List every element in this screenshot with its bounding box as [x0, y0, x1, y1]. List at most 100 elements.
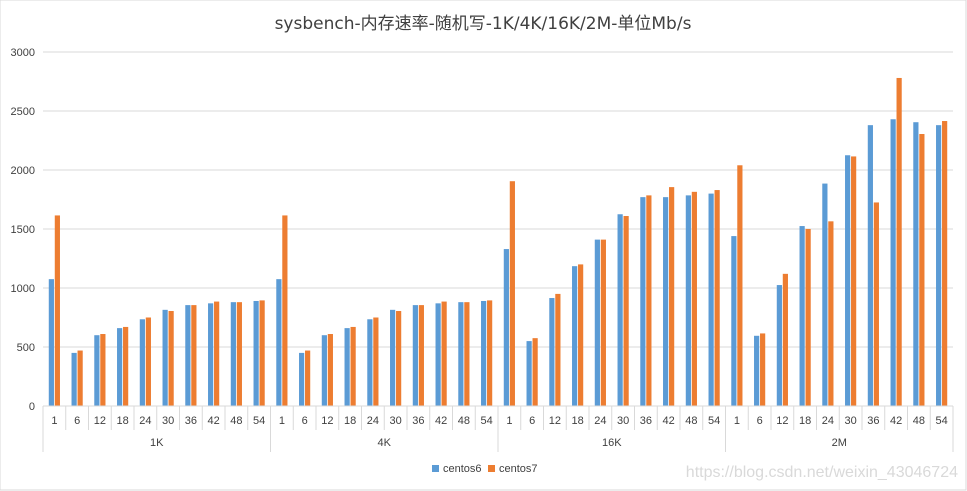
- x-group-label: 16K: [602, 437, 622, 449]
- bar-centos7-4K-30: [396, 311, 402, 406]
- bar-centos7-1K-42: [214, 301, 220, 406]
- x-tick-label: 1: [734, 415, 740, 427]
- x-tick-label: 48: [458, 415, 470, 427]
- x-tick-label: 12: [321, 415, 333, 427]
- bar-centos6-2M-36: [867, 125, 873, 406]
- bar-centos6-4K-12: [321, 335, 327, 406]
- x-tick-label: 1: [51, 415, 57, 427]
- bar-centos6-4K-18: [344, 328, 350, 406]
- bar-centos6-1K-48: [230, 302, 236, 406]
- x-tick-label: 12: [776, 415, 788, 427]
- x-tick-label: 6: [757, 415, 763, 427]
- bar-centos7-2M-1: [737, 165, 743, 406]
- x-tick-label: 42: [208, 415, 220, 427]
- bar-centos6-16K-18: [572, 266, 578, 406]
- x-tick-label: 36: [185, 415, 197, 427]
- y-tick-label: 1500: [11, 224, 35, 236]
- x-group-label: 2M: [832, 437, 847, 449]
- bar-centos7-2M-24: [828, 221, 834, 406]
- x-tick-label: 6: [529, 415, 535, 427]
- x-tick-label: 36: [867, 415, 879, 427]
- bar-centos6-4K-54: [481, 300, 487, 406]
- x-tick-label: 18: [799, 415, 811, 427]
- bar-centos7-2M-30: [851, 156, 857, 406]
- x-tick-label: 54: [936, 415, 948, 427]
- x-tick-label: 24: [367, 415, 379, 427]
- bar-centos7-16K-24: [600, 239, 606, 406]
- x-tick-label: 42: [890, 415, 902, 427]
- bar-centos7-2M-54: [942, 121, 948, 406]
- bar-centos6-2M-54: [936, 125, 942, 406]
- y-tick-label: 1000: [11, 283, 35, 295]
- x-tick-label: 54: [481, 415, 493, 427]
- bar-centos7-4K-18: [350, 326, 356, 406]
- bar-centos6-1K-36: [185, 305, 191, 406]
- bar-centos6-16K-12: [549, 298, 555, 406]
- y-tick-label: 500: [17, 342, 35, 354]
- bar-centos7-1K-30: [168, 311, 174, 406]
- bar-centos6-16K-1: [503, 249, 509, 406]
- x-tick-label: 30: [390, 415, 402, 427]
- x-tick-label: 18: [572, 415, 584, 427]
- bar-centos6-4K-30: [390, 309, 396, 406]
- bar-centos6-4K-42: [435, 303, 441, 406]
- x-tick-label: 12: [549, 415, 561, 427]
- bar-centos6-4K-36: [412, 305, 418, 406]
- bar-centos6-2M-18: [799, 226, 805, 406]
- bar-centos7-4K-6: [305, 350, 311, 406]
- bar-centos7-2M-48: [919, 134, 925, 406]
- bar-centos6-16K-6: [526, 341, 532, 406]
- bar-centos7-1K-48: [236, 302, 242, 406]
- legend-swatch-centos6: [432, 465, 439, 472]
- bar-centos7-1K-12: [100, 334, 106, 406]
- x-tick-label: 6: [302, 415, 308, 427]
- bar-centos7-4K-12: [327, 334, 333, 406]
- bar-centos7-4K-42: [441, 301, 447, 406]
- y-tick-label: 2500: [11, 106, 35, 118]
- bar-centos7-16K-12: [555, 293, 561, 406]
- x-tick-label: 54: [708, 415, 720, 427]
- bar-centos6-4K-24: [367, 319, 373, 406]
- bar-centos6-16K-54: [708, 193, 714, 406]
- bar-centos7-1K-36: [191, 305, 197, 406]
- watermark: https://blog.csdn.net/weixin_43046724: [686, 464, 958, 481]
- bar-centos7-4K-24: [373, 317, 379, 406]
- x-tick-label: 18: [344, 415, 356, 427]
- bar-centos6-1K-54: [253, 300, 259, 406]
- x-tick-label: 36: [640, 415, 652, 427]
- x-tick-label: 6: [74, 415, 80, 427]
- bar-centos7-16K-6: [532, 338, 538, 406]
- x-tick-label: 42: [435, 415, 447, 427]
- x-group-label: 4K: [378, 437, 392, 449]
- x-tick-label: 36: [412, 415, 424, 427]
- y-axis-ticks: 0 500 1000 1500 2000 2500 3000: [11, 47, 35, 413]
- legend-label-centos7: centos7: [499, 463, 538, 475]
- bar-centos6-16K-48: [685, 195, 691, 406]
- y-tick-label: 3000: [11, 47, 35, 59]
- bar-centos7-1K-24: [145, 317, 151, 406]
- bar-centos6-2M-12: [776, 285, 782, 406]
- x-tick-label: 1: [506, 415, 512, 427]
- bar-centos6-1K-12: [94, 335, 100, 406]
- bar-centos7-16K-1: [509, 181, 515, 406]
- legend-label-centos6: centos6: [443, 463, 482, 475]
- bar-centos7-4K-54: [487, 300, 493, 406]
- x-tick-label: 24: [594, 415, 606, 427]
- bar-centos6-1K-42: [208, 303, 214, 406]
- bar-centos7-4K-1: [282, 215, 288, 406]
- bar-centos7-4K-36: [418, 305, 424, 406]
- bar-centos7-4K-48: [464, 302, 470, 406]
- bar-centos7-1K-54: [259, 300, 265, 406]
- x-tick-label: 42: [663, 415, 675, 427]
- legend: centos6 centos7: [432, 463, 538, 475]
- bar-centos6-2M-48: [913, 122, 919, 407]
- bar-centos6-16K-36: [640, 197, 646, 406]
- bar-centos6-16K-30: [617, 214, 623, 406]
- bar-centos6-1K-24: [139, 319, 145, 406]
- bar-centos7-16K-48: [691, 191, 697, 406]
- bar-centos7-2M-42: [896, 77, 902, 407]
- bar-centos7-2M-18: [805, 229, 811, 406]
- bar-centos6-4K-48: [458, 302, 464, 406]
